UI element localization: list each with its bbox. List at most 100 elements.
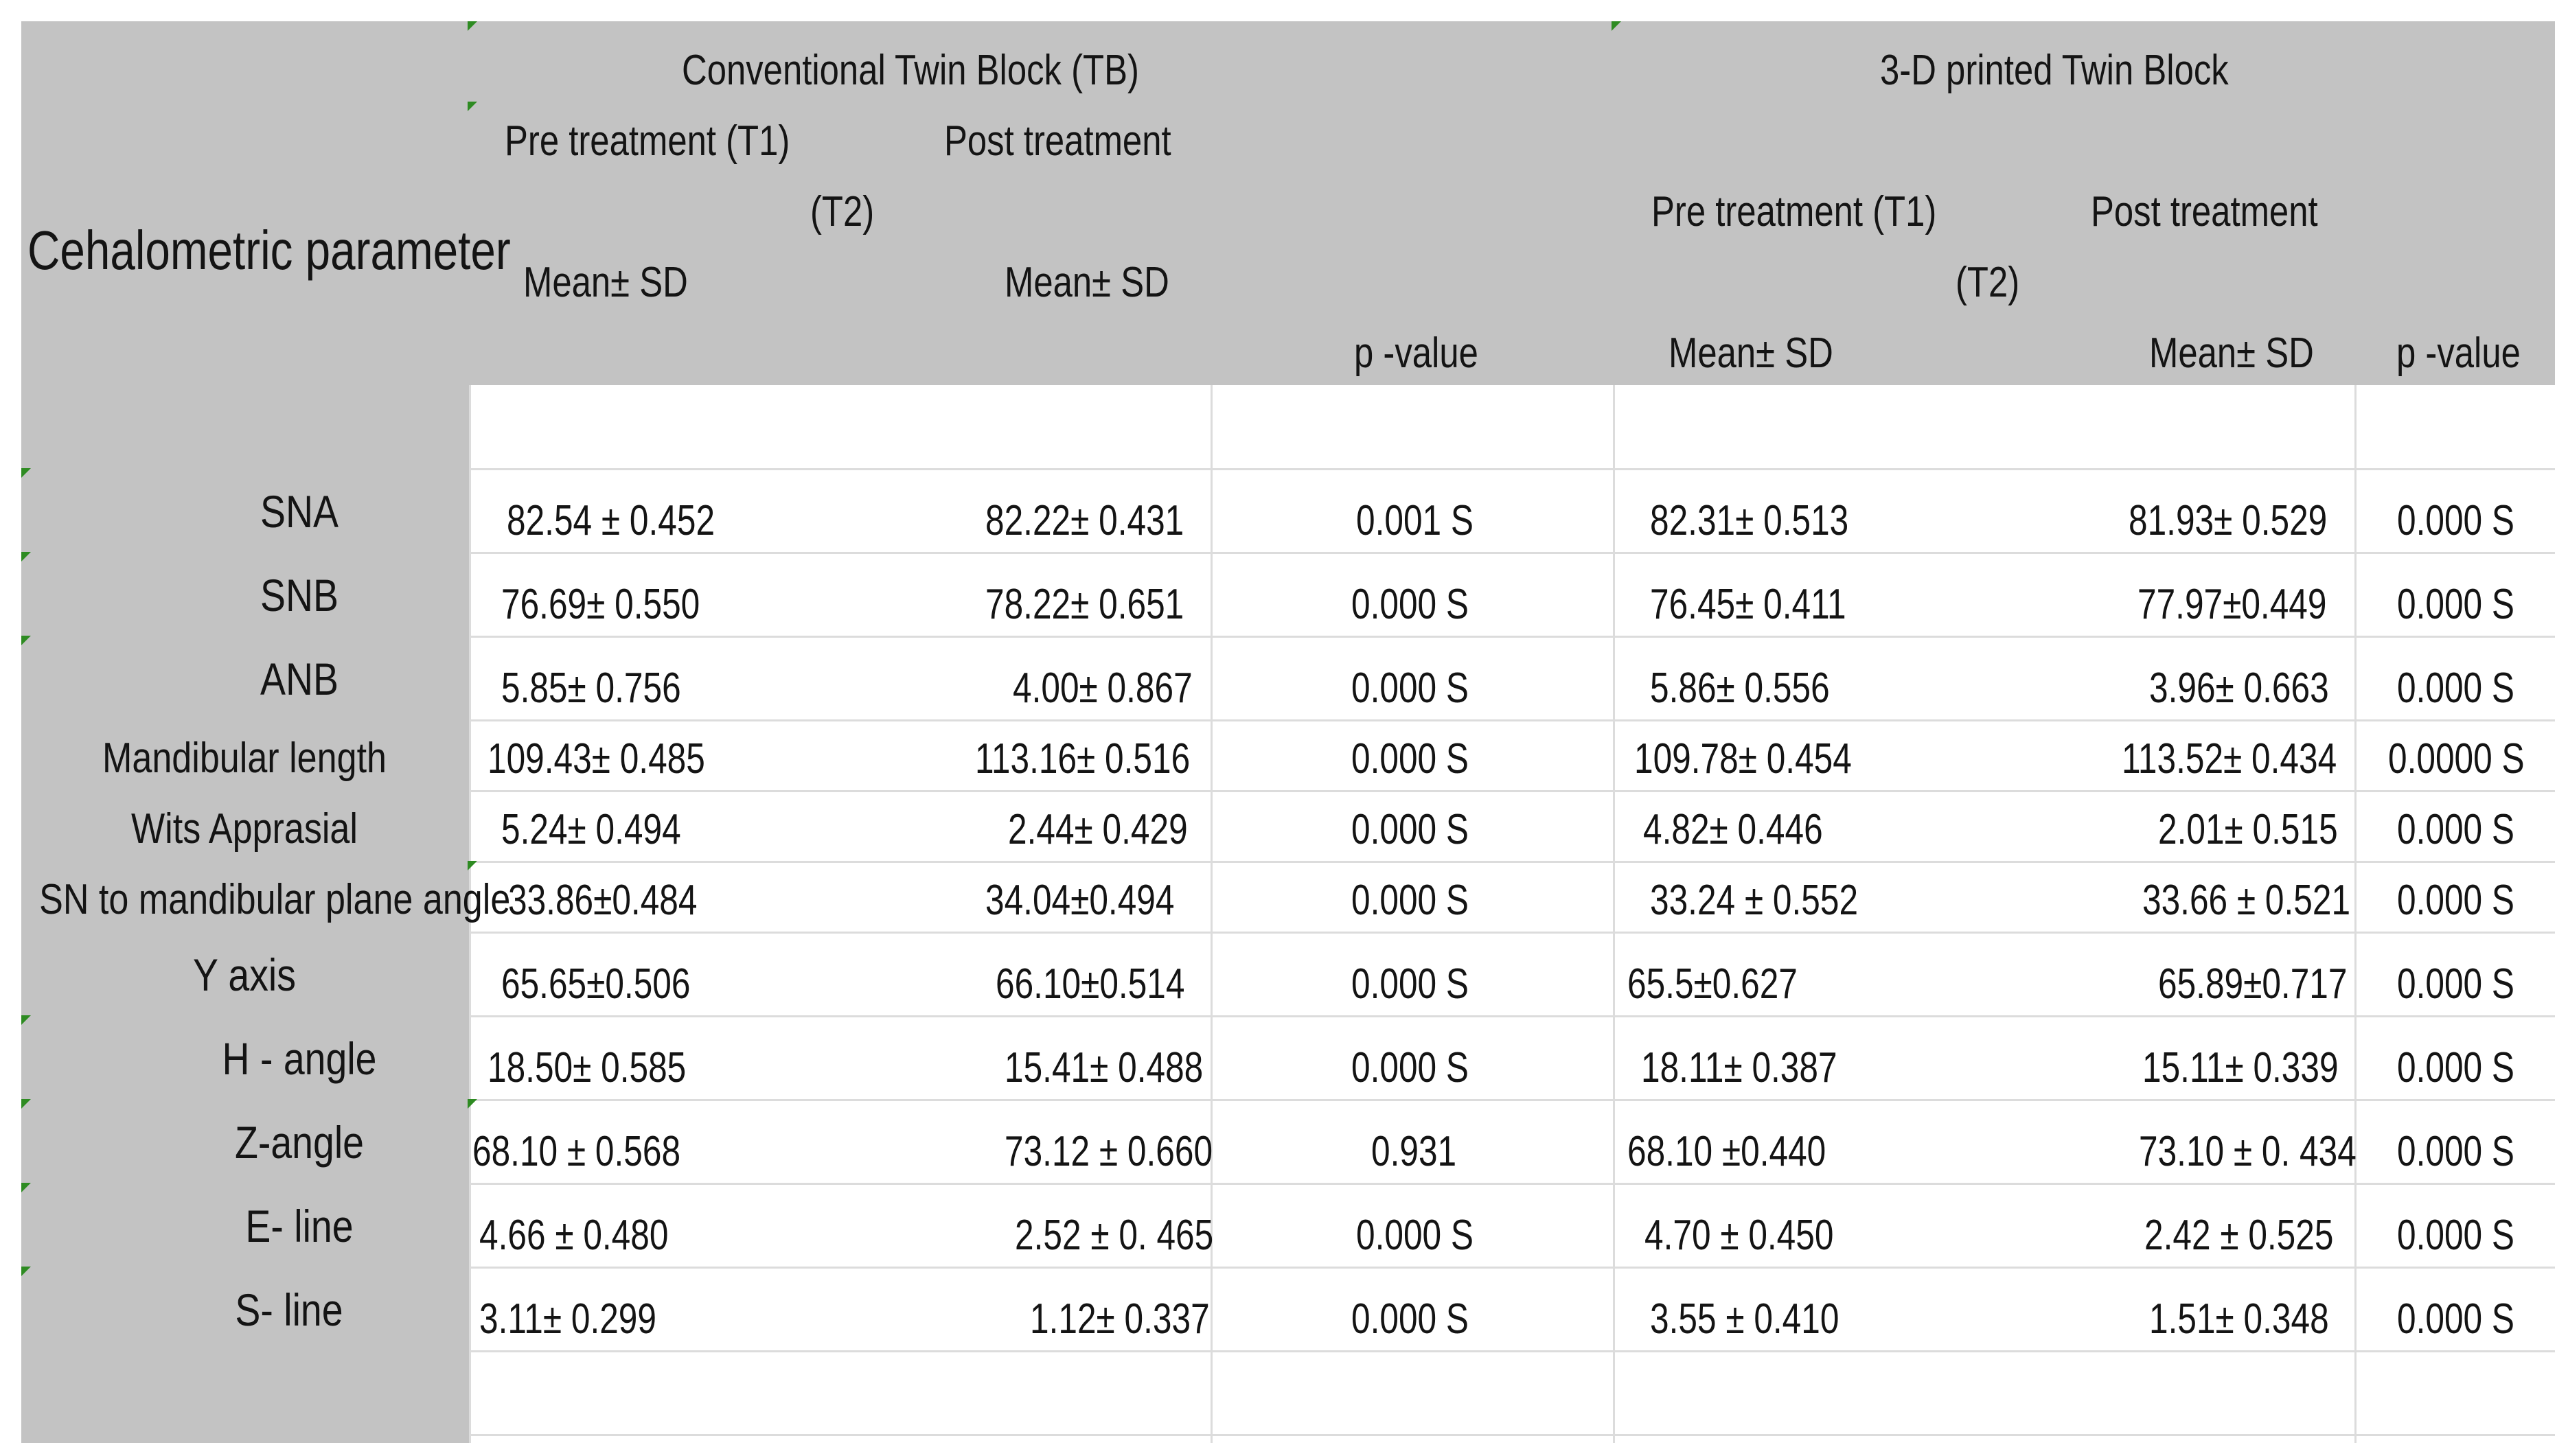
tb-p-value: 0.000 S	[1351, 665, 1469, 712]
tb-p-value: 0.931	[1371, 1128, 1457, 1175]
parameter-name: ANB	[260, 654, 339, 704]
post-treatment-label: Post treatment	[944, 117, 1171, 165]
printed-p-value: 0.000 S	[2397, 960, 2514, 1008]
top-margin	[0, 0, 2568, 21]
cell-marker	[21, 468, 31, 478]
parameter-name: S- line	[235, 1284, 343, 1335]
column-divider	[2354, 385, 2357, 1443]
post-treatment-label: Post treatment	[2091, 188, 2318, 235]
printed-post-value: 113.52± 0.434	[2122, 735, 2337, 783]
printed-p-value: 0.000 S	[2397, 806, 2514, 853]
printed-pre-value: 33.24 ± 0.552	[1650, 877, 1859, 924]
tb-pre-value: 18.50± 0.585	[488, 1044, 687, 1091]
tb-post-value: 113.16± 0.516	[975, 735, 1191, 783]
p-value-label: p -value	[1354, 330, 1478, 377]
printed-post-value: 77.97±0.449	[2137, 581, 2327, 628]
column-divider	[469, 385, 471, 1443]
printed-p-value: 0.000 S	[2397, 1295, 2514, 1343]
printed-p-value: 0.000 S	[2397, 665, 2514, 712]
printed-post-value: 2.42 ± 0.525	[2144, 1212, 2334, 1259]
printed-pre-value: 3.55 ± 0.410	[1650, 1295, 1839, 1343]
cell-marker	[21, 636, 31, 645]
tb-pre-value: 76.69± 0.550	[501, 581, 700, 628]
printed-pre-value: 109.78± 0.454	[1634, 735, 1852, 783]
group-title-conventional: Conventional Twin Block (TB)	[682, 47, 1139, 94]
tb-post-value: 1.12± 0.337	[1030, 1295, 1210, 1343]
cell-marker	[21, 1099, 31, 1109]
t2-label: (T2)	[810, 188, 875, 235]
row-divider	[469, 1099, 2555, 1101]
pre-treatment-label: Pre treatment (T1)	[505, 117, 790, 165]
parameter-name: SNA	[260, 486, 339, 537]
tb-post-value: 34.04±0.494	[985, 877, 1175, 924]
tb-p-value: 0.000 S	[1351, 960, 1469, 1008]
row-divider	[469, 932, 2555, 934]
printed-post-value: 3.96± 0.663	[2149, 665, 2329, 712]
printed-post-value: 81.93± 0.529	[2129, 497, 2328, 544]
tb-pre-value: 68.10 ± 0.568	[472, 1128, 681, 1175]
cell-marker	[1612, 21, 1621, 31]
tb-post-value: 78.22± 0.651	[985, 581, 1184, 628]
t2-label: (T2)	[1956, 259, 2020, 306]
row-divider	[469, 1434, 2555, 1436]
tb-p-value: 0.000 S	[1356, 1212, 1474, 1259]
cell-marker	[468, 21, 477, 31]
p-value-label: p -value	[2396, 330, 2521, 377]
printed-pre-value: 18.11± 0.387	[1641, 1044, 1837, 1091]
printed-post-value: 2.01± 0.515	[2158, 806, 2338, 853]
printed-pre-value: 82.31± 0.513	[1650, 497, 1849, 544]
printed-post-value: 65.89±0.717	[2158, 960, 2348, 1008]
post-mean-sd-label: Mean± SD	[2149, 330, 2314, 377]
printed-pre-value: 4.82± 0.446	[1643, 806, 1823, 853]
cell-marker	[468, 102, 477, 111]
tb-pre-value: 109.43± 0.485	[488, 735, 705, 783]
post-mean-sd-label: Mean± SD	[1005, 259, 1169, 306]
tb-pre-value: 3.11± 0.299	[479, 1295, 656, 1343]
tb-p-value: 0.000 S	[1351, 735, 1469, 783]
column-divider	[1211, 385, 1213, 1443]
tb-post-value: 2.44± 0.429	[1008, 806, 1188, 853]
tb-pre-value: 82.54 ± 0.452	[507, 497, 715, 544]
parameter-name: SN to mandibular plane angle	[39, 876, 511, 923]
tb-pre-value: 65.65±0.506	[501, 960, 691, 1008]
row-divider	[469, 1183, 2555, 1185]
pre-treatment-label: Pre treatment (T1)	[1651, 188, 1937, 235]
printed-p-value: 0.000 S	[2397, 1044, 2514, 1091]
group-title-3d-printed: 3-D printed Twin Block	[1880, 47, 2229, 94]
tb-pre-value: 5.24± 0.494	[501, 806, 681, 853]
tb-post-value: 82.22± 0.431	[985, 497, 1184, 544]
cell-marker	[21, 1015, 31, 1025]
parameter-name: Z-angle	[235, 1117, 364, 1168]
printed-post-value: 15.11± 0.339	[2142, 1044, 2339, 1091]
row-divider	[469, 1015, 2555, 1017]
row-divider	[469, 1350, 2555, 1352]
printed-p-value: 0.000 S	[2397, 497, 2514, 544]
tb-post-value: 2.52 ± 0. 465	[1015, 1212, 1214, 1259]
row-divider	[469, 1267, 2555, 1269]
row-divider	[469, 861, 2555, 863]
cell-marker	[468, 1099, 477, 1109]
parameter-name: E- line	[245, 1201, 354, 1251]
printed-pre-value: 68.10 ±0.440	[1627, 1128, 1826, 1175]
printed-p-value: 0.000 S	[2397, 1212, 2514, 1259]
printed-pre-value: 4.70 ± 0.450	[1644, 1212, 1834, 1259]
tb-p-value: 0.000 S	[1351, 1295, 1469, 1343]
printed-pre-value: 65.5±0.627	[1627, 960, 1798, 1008]
printed-p-value: 0.0000 S	[2388, 735, 2525, 783]
cell-marker	[21, 1267, 31, 1276]
row-divider	[469, 468, 2555, 470]
parameter-name: Wits Apprasial	[131, 805, 358, 853]
tb-p-value: 0.000 S	[1351, 877, 1469, 924]
pre-mean-sd-label: Mean± SD	[1669, 330, 1833, 377]
parameter-name: Mandibular length	[102, 735, 387, 782]
parameter-name: SNB	[260, 570, 339, 621]
row-divider	[469, 552, 2555, 554]
printed-p-value: 0.000 S	[2397, 877, 2514, 924]
column-divider	[1613, 385, 1615, 1443]
printed-pre-value: 5.86± 0.556	[1650, 665, 1830, 712]
tb-pre-value: 4.66 ± 0.480	[479, 1212, 669, 1259]
printed-pre-value: 76.45± 0.411	[1650, 581, 1846, 628]
tb-p-value: 0.000 S	[1351, 1044, 1469, 1091]
tb-post-value: 66.10±0.514	[996, 960, 1185, 1008]
tb-p-value: 0.000 S	[1351, 806, 1469, 853]
